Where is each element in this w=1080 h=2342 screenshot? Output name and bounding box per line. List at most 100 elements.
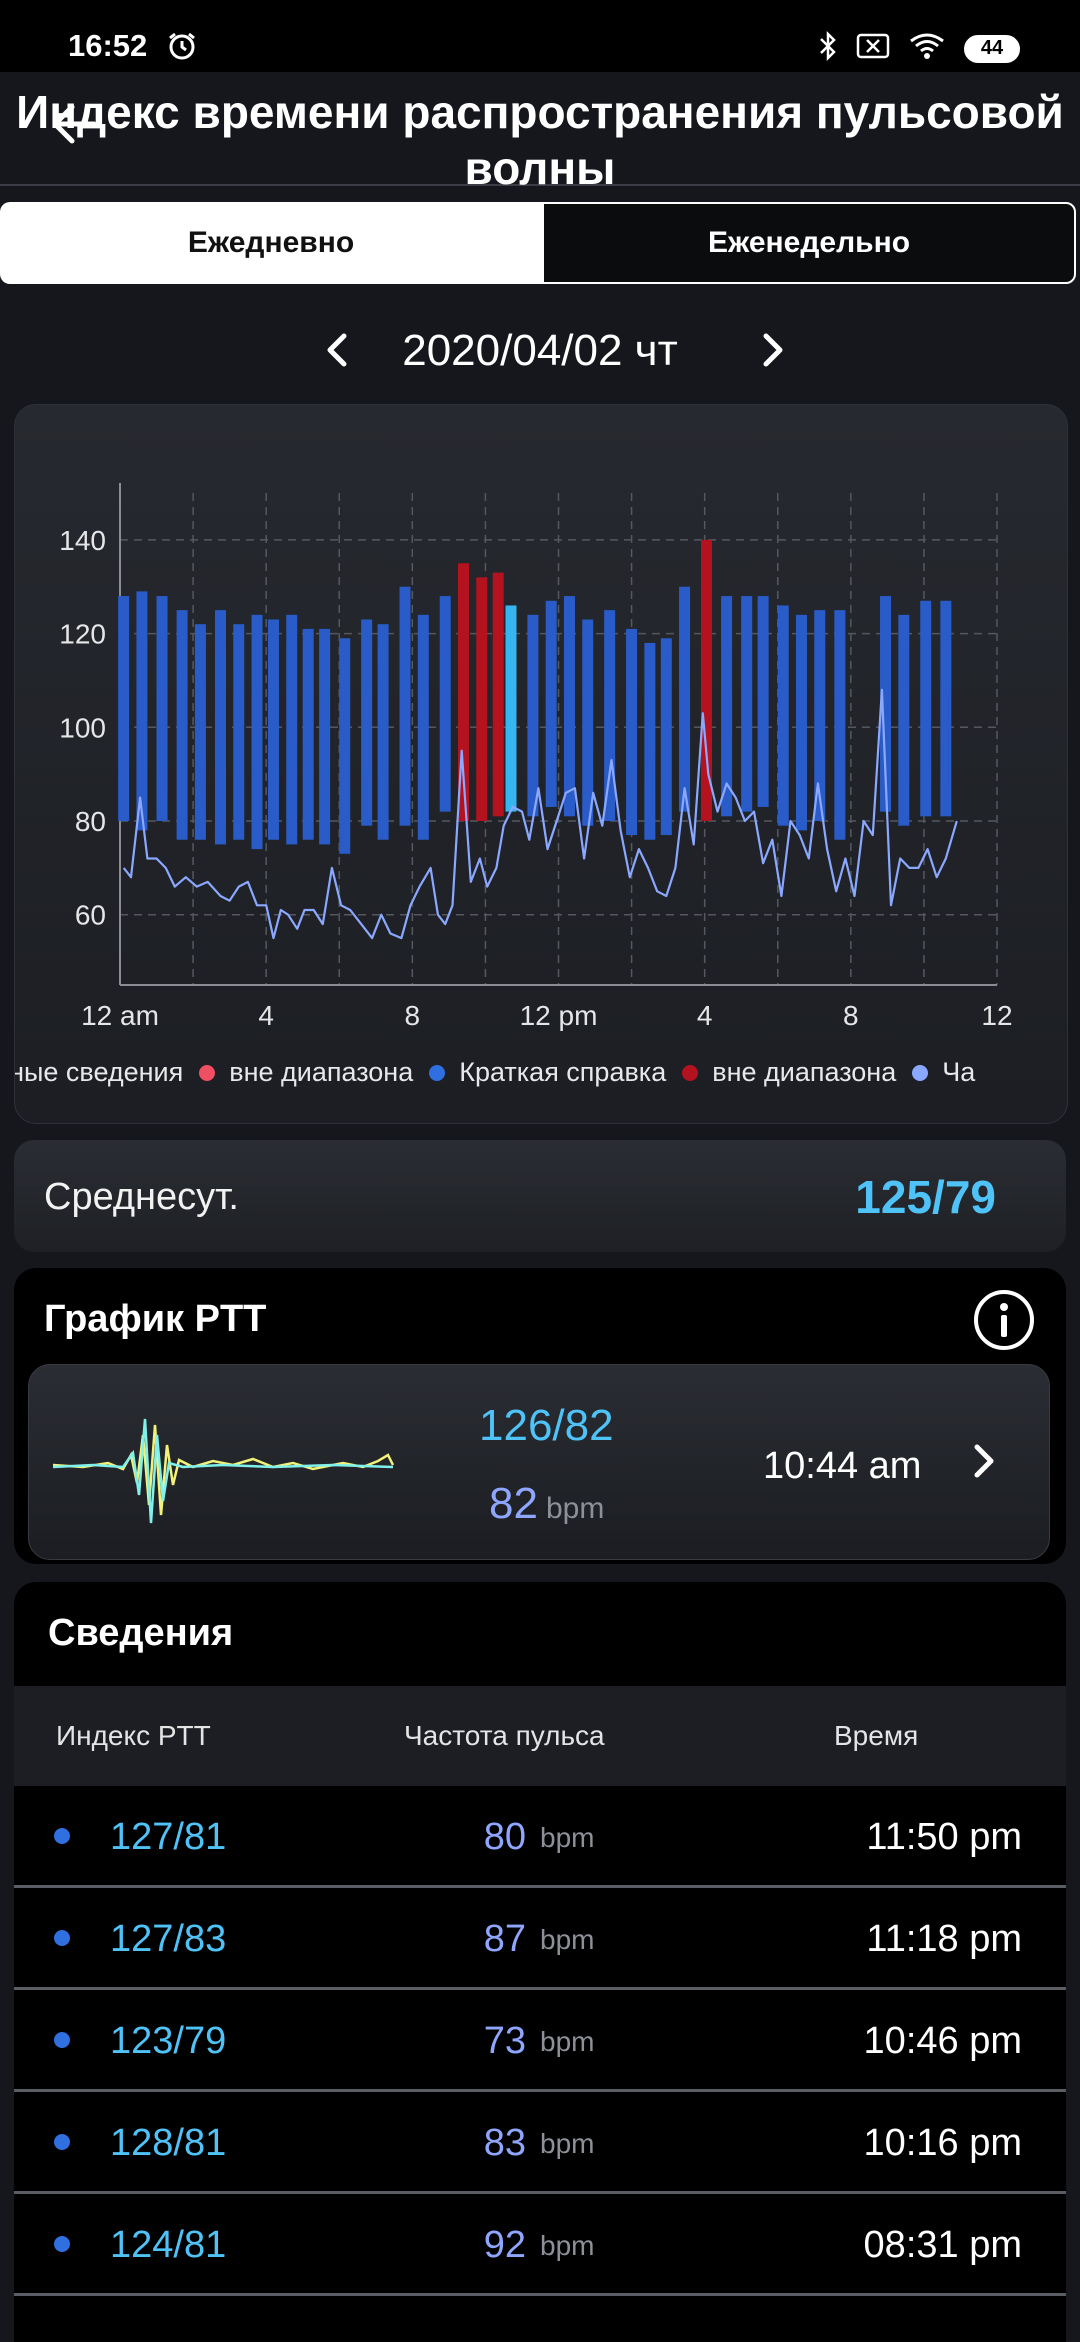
y-tick-label: 120 — [59, 619, 106, 650]
status-dot — [54, 1930, 70, 1946]
page-title: Индекс времени распространения пульсовой… — [16, 86, 1064, 194]
chevron-left-icon[interactable] — [322, 330, 352, 375]
row-bp: 127/83 — [110, 1918, 227, 1960]
x-tick-label: 12 am — [81, 1000, 159, 1031]
row-time: 08:31 pm — [863, 2224, 1022, 2266]
row-time: 10:46 pm — [863, 2020, 1022, 2062]
ptt-bar — [377, 624, 389, 840]
y-tick-label: 140 — [59, 525, 106, 556]
ptt-measurement-item[interactable]: 126/82 82 bpm 10:44 am — [28, 1364, 1050, 1560]
date-label: 2020/04/02 чт — [402, 326, 678, 375]
ptt-bar — [214, 610, 226, 845]
ptt-bar — [457, 563, 469, 821]
average-label: Среднесут. — [44, 1176, 239, 1218]
chart-legend: ьные сведения вне диапазона Краткая спра… — [15, 1053, 1067, 1097]
ptt-bar — [286, 614, 298, 845]
tab-daily[interactable]: Ежедневно — [0, 202, 542, 284]
status-time: 16:52 — [68, 28, 148, 63]
status-dot — [54, 2236, 70, 2252]
details-section: Сведения Индекс PTT Частота пульса Время… — [14, 1582, 1066, 2342]
x-tick-label: 8 — [843, 1000, 859, 1031]
legend-item-details: ьные сведения — [15, 1057, 183, 1088]
ptt-bar — [545, 600, 557, 807]
legend-dot — [912, 1064, 929, 1081]
info-icon[interactable] — [972, 1288, 1036, 1357]
x-tick-label: 12 — [981, 1000, 1012, 1031]
ptt-bar — [777, 605, 789, 826]
chevron-right-icon[interactable] — [969, 1441, 999, 1486]
ptt-bar — [233, 624, 245, 840]
alarm-icon — [166, 30, 198, 67]
ptt-bar — [626, 628, 638, 836]
legend-item-pulse: Ча — [912, 1057, 975, 1088]
ptt-bar — [834, 610, 846, 840]
ptt-chart[interactable]: 60 80 100 120 140 12 am 4 8 12 pm 4 8 12 — [15, 405, 1067, 1045]
ptt-bar — [582, 619, 594, 826]
row-bp: 124/81 — [110, 2224, 227, 2266]
status-dot — [54, 2134, 70, 2150]
ptt-bar — [505, 605, 517, 812]
row-unit: bpm — [540, 1924, 595, 1955]
ptt-bar — [644, 642, 656, 840]
x-tick-label: 4 — [697, 1000, 713, 1031]
legend-item-out-of-range: вне диапазона — [682, 1057, 896, 1088]
x-tick-label: 12 pm — [520, 1000, 598, 1031]
ptt-bar — [417, 614, 429, 840]
details-title: Сведения — [48, 1612, 234, 1654]
ptt-bar — [920, 600, 932, 817]
ptt-bar — [399, 586, 411, 826]
ptt-bar — [194, 624, 206, 840]
ptt-bar — [757, 596, 769, 807]
table-row[interactable]: 124/81 92 bpm 08:31 pm — [14, 2194, 1066, 2296]
ptt-bar — [796, 614, 808, 831]
ptt-bar — [527, 614, 539, 817]
back-arrow-icon[interactable] — [50, 102, 98, 151]
row-time: 10:16 pm — [863, 2122, 1022, 2164]
ptt-bar — [156, 596, 168, 821]
daily-average-card: Среднесут. 125/79 — [14, 1140, 1066, 1252]
y-tick-label: 60 — [75, 900, 106, 931]
ptt-pulse-value: 82 — [489, 1479, 538, 1528]
chevron-right-icon[interactable] — [758, 330, 788, 375]
sim-off-icon — [856, 33, 890, 64]
row-pulse: 87 — [483, 1918, 526, 1960]
legend-label: ьные сведения — [15, 1057, 184, 1087]
tab-weekly[interactable]: Еженедельно — [542, 202, 1076, 284]
waveform-icon — [52, 1405, 403, 1530]
row-bp: 128/81 — [110, 2122, 227, 2164]
average-value: 125/79 — [855, 1171, 996, 1223]
date-navigator: 2020/04/02 чт — [0, 300, 1080, 400]
ptt-bar — [476, 577, 488, 821]
ptt-bar — [319, 628, 331, 845]
x-tick-label: 8 — [405, 1000, 421, 1031]
ptt-bar — [898, 614, 910, 826]
row-pulse: 73 — [483, 2020, 526, 2062]
table-row[interactable]: 127/83 87 bpm 11:18 pm — [14, 1888, 1066, 1990]
row-bp: 127/81 — [110, 1816, 227, 1858]
legend-label: Ча — [942, 1057, 976, 1087]
ptt-bar — [176, 610, 188, 840]
legend-item-out-of-range-light: вне диапазона — [199, 1057, 413, 1088]
row-bp: 123/79 — [110, 2020, 227, 2062]
row-time: 11:18 pm — [866, 1918, 1022, 1960]
ptt-bar — [604, 610, 616, 821]
row-unit: bpm — [540, 1822, 595, 1853]
ptt-bar — [267, 619, 279, 840]
row-time: 11:50 pm — [866, 1816, 1022, 1858]
y-tick-label: 100 — [59, 712, 106, 743]
table-row[interactable]: 123/79 73 bpm 10:46 pm — [14, 1990, 1066, 2092]
ptt-bar — [339, 638, 351, 854]
row-unit: bpm — [540, 2128, 595, 2159]
table-row[interactable]: 127/81 80 bpm 11:50 pm — [14, 1786, 1066, 1888]
row-pulse: 80 — [483, 1816, 526, 1858]
ptt-bar — [679, 586, 691, 812]
x-tick-label: 4 — [258, 1000, 274, 1031]
table-row[interactable]: 128/81 83 bpm 10:16 pm — [14, 2092, 1066, 2194]
column-header-index: Индекс PTT — [56, 1720, 211, 1751]
legend-dot — [682, 1064, 699, 1081]
y-tick-label: 80 — [75, 806, 106, 837]
status-bar: 16:52 44 — [0, 0, 1080, 72]
ptt-bar — [439, 596, 451, 812]
chart-card: 60 80 100 120 140 12 am 4 8 12 pm 4 8 12 ьные сведе… — [14, 404, 1068, 1124]
table-header: Индекс PTT Частота пульса Время — [14, 1686, 1066, 1786]
